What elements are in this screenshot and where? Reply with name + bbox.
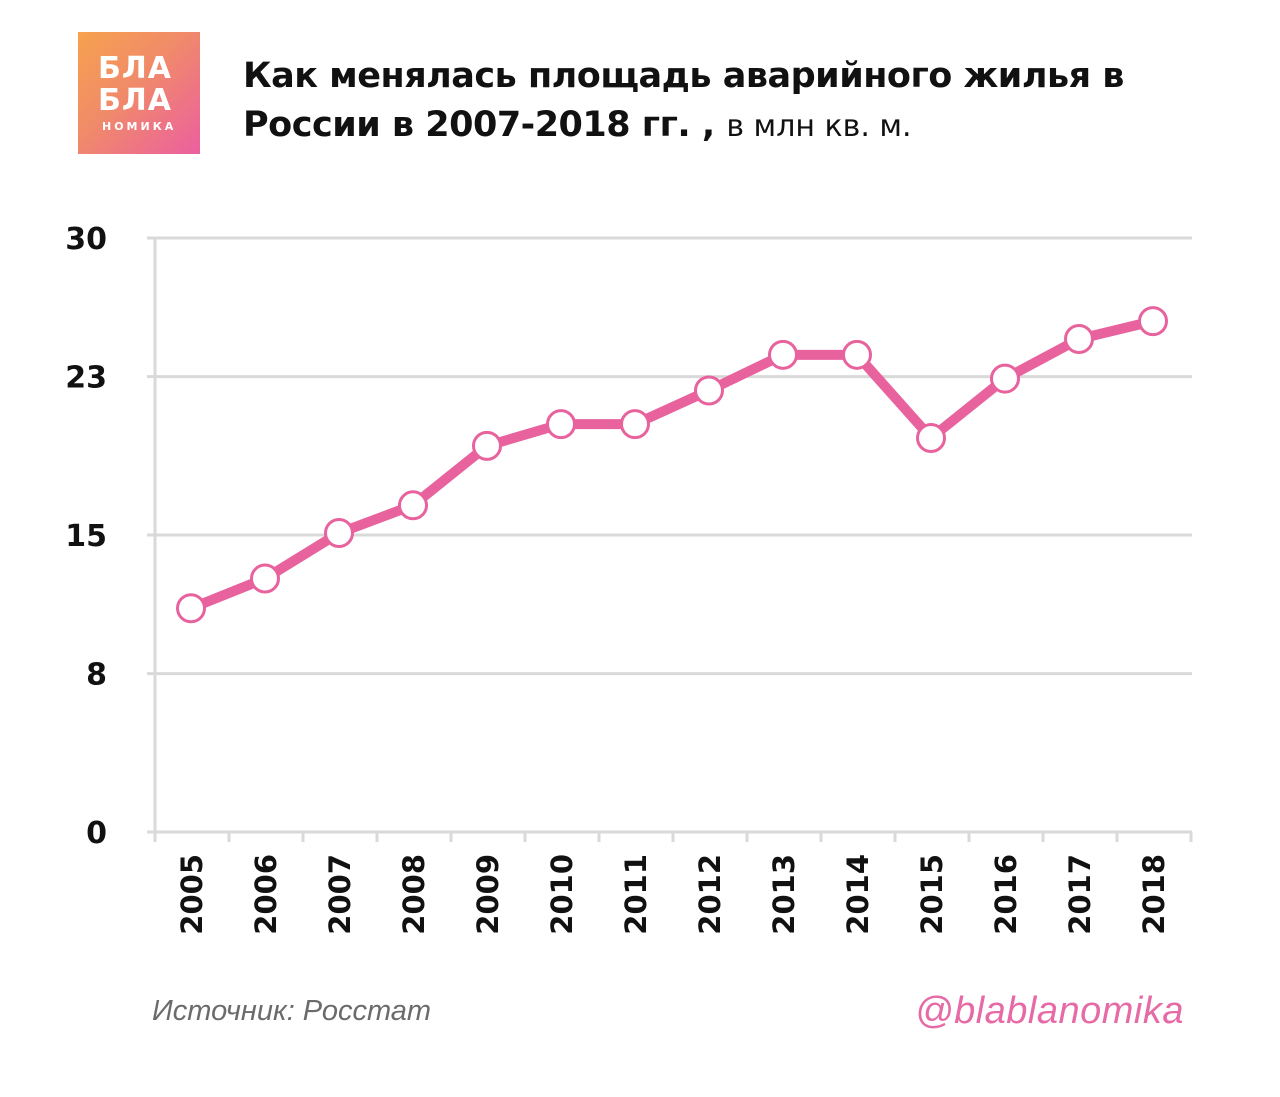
- x-tick-label: 2008: [397, 854, 431, 935]
- x-tick-label: 2005: [175, 854, 209, 935]
- data-point-2007: [324, 518, 354, 549]
- y-tick-label: 15: [65, 519, 107, 554]
- y-tick-label: 30: [65, 222, 107, 257]
- data-point-2015: [916, 422, 946, 453]
- x-tick-label: 2011: [619, 854, 653, 935]
- data-point-2017: [1064, 323, 1094, 354]
- logo-line-2: БЛА: [98, 83, 173, 118]
- x-tick-label: 2006: [249, 854, 283, 935]
- x-tick-label: 2012: [693, 854, 727, 935]
- logo-line-3: НОМИКА: [102, 120, 177, 133]
- logo-line-1: БЛА: [98, 51, 173, 86]
- social-handle[interactable]: @blablanomika: [915, 990, 1184, 1032]
- data-point-2005: [176, 593, 206, 624]
- data-point-2018: [1138, 306, 1168, 337]
- chart-title-main: Как менялась площадь аварийного жилья в …: [243, 56, 1124, 145]
- data-point-2010: [546, 409, 576, 440]
- data-point-2008: [398, 490, 428, 521]
- x-tick-label: 2016: [989, 854, 1023, 935]
- chart-title: Как менялась площадь аварийного жилья в …: [243, 52, 1233, 151]
- source-note: Источник: Росстат: [152, 995, 432, 1027]
- x-tick-label: 2014: [841, 854, 875, 935]
- data-point-2006: [250, 563, 280, 594]
- y-tick-label: 8: [86, 658, 107, 693]
- y-tick-label: 23: [65, 361, 107, 396]
- x-tick-label: 2007: [323, 854, 357, 935]
- data-point-2011: [620, 409, 650, 440]
- y-tick-label: 0: [86, 816, 107, 851]
- data-point-2013: [768, 339, 798, 370]
- chart-title-unit: в млн кв. м.: [726, 109, 912, 144]
- x-tick-label: 2017: [1063, 854, 1097, 935]
- data-point-2014: [842, 339, 872, 370]
- data-point-2009: [472, 430, 502, 461]
- data-point-2012: [694, 375, 724, 406]
- x-tick-label: 2018: [1137, 854, 1171, 935]
- x-tick-label: 2010: [545, 854, 579, 935]
- x-tick-label: 2013: [767, 854, 801, 935]
- brand-logo: БЛА БЛА НОМИКА: [78, 32, 200, 154]
- x-tick-label: 2015: [915, 854, 949, 935]
- data-point-2016: [990, 363, 1020, 394]
- x-tick-label: 2009: [471, 854, 505, 935]
